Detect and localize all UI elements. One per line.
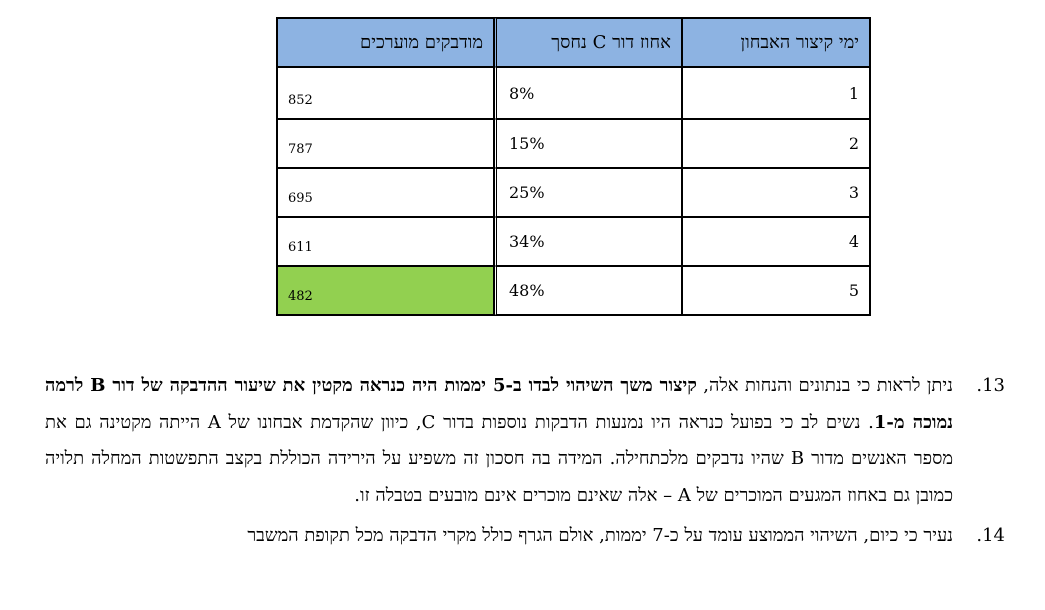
cell-infected: 852 — [277, 67, 494, 119]
table-row: 1 8% 852 — [277, 67, 870, 119]
cell-percent: 25% — [494, 168, 682, 217]
table-row: 2 15% 787 — [277, 119, 870, 168]
table-header-row: ימי קיצור האבחון אחוז דור C נחסך מודבקים… — [277, 18, 870, 67]
cell-percent: 48% — [494, 266, 682, 315]
body-text: 13. ניתן לראות כי בנתונים והנחות אלה, קי… — [45, 368, 1005, 555]
paragraph-text: נעיר כי כיום, השיהוי הממוצע עומד על כ-7 … — [247, 525, 953, 546]
cell-day: 3 — [682, 168, 870, 217]
paragraph-bold-text: קיצור משך השיהוי לבדו ב-5 יממות היה כנרא… — [45, 375, 954, 433]
paragraph-text: . נשים לב כי בפועל כנראה היו נמנעות הדבק… — [45, 411, 954, 506]
header-days-shortened: ימי קיצור האבחון — [682, 18, 870, 67]
table-row: 4 34% 611 — [277, 217, 870, 266]
diagnosis-table: ימי קיצור האבחון אחוז דור C נחסך מודבקים… — [276, 17, 871, 316]
paragraph-number: 13. — [976, 375, 1005, 396]
table-row: 5 48% 482 — [277, 266, 870, 315]
cell-infected: 787 — [277, 119, 494, 168]
cell-day: 2 — [682, 119, 870, 168]
cell-percent: 34% — [494, 217, 682, 266]
paragraph-text: ניתן לראות כי בנתונים והנחות אלה, — [696, 375, 953, 396]
header-estimated-infected: מודבקים מוערכים — [277, 18, 494, 67]
cell-day: 1 — [682, 67, 870, 119]
cell-day: 5 — [682, 266, 870, 315]
table-row: 3 25% 695 — [277, 168, 870, 217]
cell-percent: 15% — [494, 119, 682, 168]
cell-infected-highlighted: 482 — [277, 266, 494, 315]
cell-day: 4 — [682, 217, 870, 266]
cell-infected: 695 — [277, 168, 494, 217]
data-table-container: ימי קיצור האבחון אחוז דור C נחסך מודבקים… — [276, 17, 871, 319]
paragraph-14: 14. נעיר כי כיום, השיהוי הממוצע עומד על … — [45, 518, 1005, 555]
cell-infected: 611 — [277, 217, 494, 266]
header-percent-saved: אחוז דור C נחסך — [494, 18, 682, 67]
paragraph-number: 14. — [976, 525, 1005, 546]
cell-percent: 8% — [494, 67, 682, 119]
paragraph-13: 13. ניתן לראות כי בנתונים והנחות אלה, קי… — [45, 368, 1005, 514]
